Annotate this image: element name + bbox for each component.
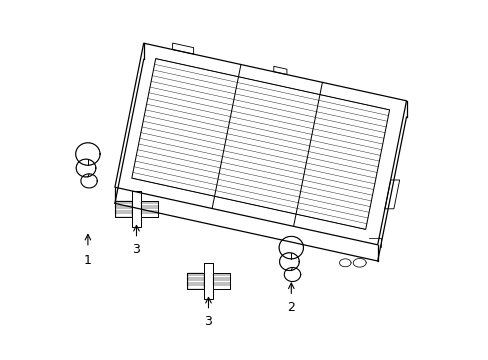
Text: 1: 1	[84, 254, 92, 267]
Text: 3: 3	[204, 315, 212, 328]
Text: 3: 3	[132, 243, 140, 256]
Text: 2: 2	[287, 301, 295, 314]
